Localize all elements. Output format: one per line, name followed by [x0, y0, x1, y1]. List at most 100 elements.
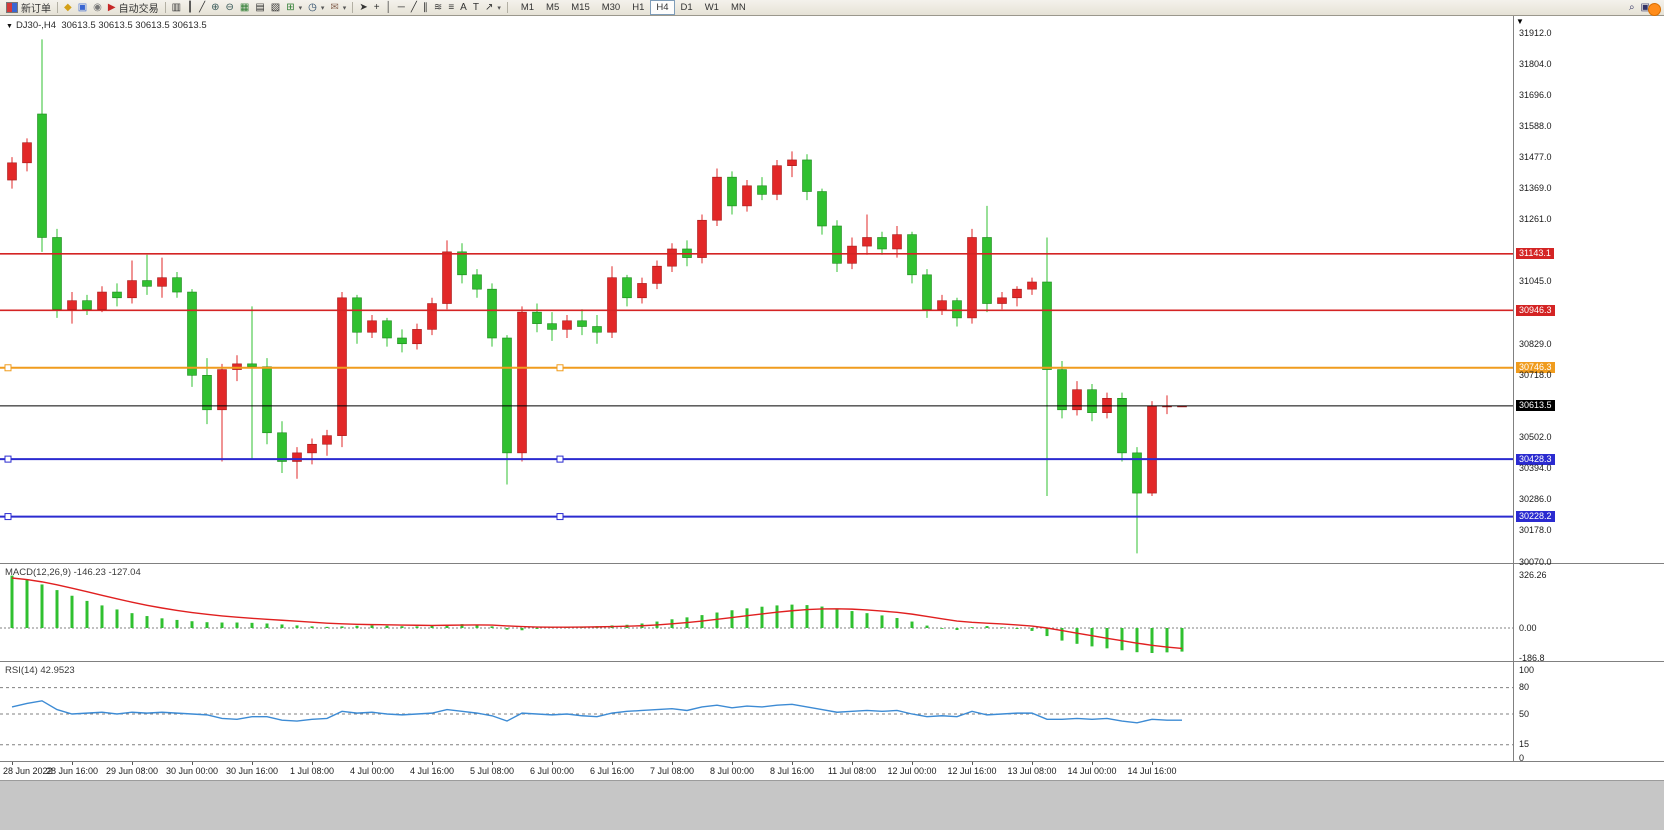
candlestick-chart[interactable] [0, 16, 1513, 563]
auto-scroll-icon: ▤ [255, 1, 265, 13]
time-axis[interactable]: 28 Jun 2022 28 Jun 16:00 29 Jun 08:00 30 Ju… [0, 762, 1664, 780]
price-axis-label: 31696.0 [1519, 89, 1552, 100]
vertical-line-button[interactable]: │ [383, 1, 395, 15]
price-axis-label: 30178.0 [1519, 525, 1552, 536]
price-axis-label: 30502.0 [1519, 432, 1552, 443]
caret-down-icon: ▾ [320, 4, 325, 12]
toolbar-right-group: ⌕ ▣ [1628, 1, 1661, 16]
info-button[interactable]: ◉ [90, 1, 105, 15]
price-axis-label: 31804.0 [1519, 58, 1552, 69]
text-label-icon: T [472, 1, 479, 13]
timeframe-m30[interactable]: M30 [601, 2, 621, 13]
tile-windows-button[interactable]: ▦ [237, 1, 252, 15]
timeframe-h1[interactable]: H1 [632, 2, 645, 13]
timeframe-m15[interactable]: M15 [571, 2, 590, 13]
indicators-button[interactable]: ⊞ ▾ [283, 1, 305, 15]
horizontal-line-button[interactable]: ─ [395, 1, 408, 15]
notification-badge[interactable] [1648, 3, 1661, 16]
periods-button[interactable]: ◷ ▾ [305, 1, 327, 15]
price-axis-label: 31477.0 [1519, 152, 1552, 163]
time-axis-tick [192, 762, 193, 765]
macd-pane [0, 564, 1664, 662]
time-axis-label: 13 Jul 08:00 [1007, 766, 1057, 776]
one-click-trading-collapse-icon[interactable]: ▼ [6, 23, 13, 30]
rsi-chart[interactable] [0, 662, 1513, 761]
time-axis-tick [132, 762, 133, 765]
favorites-button[interactable]: ◆ [61, 1, 75, 15]
time-axis-label: 12 Jul 00:00 [887, 766, 937, 776]
charts-button[interactable]: ▣ [75, 1, 90, 15]
time-axis-tick [1032, 762, 1033, 765]
crosshair-button[interactable]: + [371, 1, 383, 15]
toolbar: 新订单 ◆ ▣ ◉ ▶ 自动交易 ▥ ┃ ╱ ⊕ ⊖ ▦ ▤ ▧ ⊞ ▾ ◷ ▾ ✉… [0, 0, 1664, 16]
bottom-filler [0, 780, 1664, 830]
timeframe-m1[interactable]: M1 [520, 2, 535, 13]
candlestick-chart-button[interactable]: ┃ [184, 1, 196, 15]
trendline-button[interactable]: ╱ [408, 1, 420, 15]
text-button[interactable]: A [457, 1, 470, 15]
templates-button[interactable]: ✉ ▾ [327, 1, 349, 15]
macd-axis-label: 326.26 [1519, 569, 1547, 580]
channel-button[interactable]: ∥ [420, 1, 431, 15]
macd-chart[interactable] [0, 564, 1513, 661]
bar-chart-button[interactable]: ▥ [169, 1, 184, 15]
levels-button[interactable]: ≡ [445, 1, 457, 15]
price-tag-blue: 30228.2 [1516, 511, 1555, 523]
timeframe-d1[interactable]: D1 [680, 2, 693, 13]
rsi-axis-label: 50 [1519, 708, 1530, 719]
toolbar-separator [57, 2, 58, 13]
price-axis-label: 30394.0 [1519, 463, 1552, 474]
fibonacci-icon: ≋ [433, 1, 443, 13]
price-axis-label: 30718.0 [1519, 370, 1552, 381]
price-axis[interactable]: 31912.0 31804.0 31696.0 31588.0 31477.0 31369… [1513, 16, 1664, 763]
macd-axis-label: 0.00 [1519, 622, 1537, 633]
autotrade-button[interactable]: ▶ 自动交易 [105, 1, 162, 16]
time-axis-label: 11 Jul 08:00 [827, 766, 877, 776]
time-axis-tick [1092, 762, 1093, 765]
time-axis-tick [72, 762, 73, 765]
time-axis-tick [1152, 762, 1153, 765]
candlestick-chart-icon: ┃ [187, 1, 194, 13]
new-order-button[interactable]: 新订单 [3, 1, 54, 15]
price-axis-label: 31912.0 [1519, 27, 1552, 38]
time-axis-label: 4 Jul 16:00 [409, 766, 455, 776]
time-axis-tick [252, 762, 253, 765]
search-icon[interactable]: ⌕ [1628, 2, 1635, 13]
zoom-in-button[interactable]: ⊕ [208, 1, 222, 15]
help-icon[interactable]: ▣ [1640, 2, 1650, 13]
text-label-button[interactable]: T [470, 1, 482, 15]
price-tag-black: 30613.5 [1516, 400, 1555, 412]
time-axis-tick [792, 762, 793, 765]
timeframe-w1[interactable]: W1 [704, 2, 719, 13]
price-tag-red: 31143.1 [1516, 248, 1554, 260]
timeframe-m5[interactable]: M5 [546, 2, 560, 13]
arrows-button[interactable]: ↗ ▾ [482, 1, 504, 15]
time-axis-label: 5 Jul 08:00 [469, 766, 515, 776]
time-axis-label: 6 Jul 00:00 [529, 766, 575, 776]
rsi-indicator-label: RSI(14) [5, 665, 38, 676]
ohlc-values: 30613.5 30613.5 30613.5 30613.5 [61, 20, 207, 31]
time-axis-label: 30 Jun 16:00 [225, 766, 279, 776]
line-chart-button[interactable]: ╱ [196, 1, 208, 15]
time-axis-tick [12, 762, 13, 765]
auto-scroll-button[interactable]: ▤ [252, 1, 267, 15]
rsi-axis-label: 100 [1519, 664, 1535, 675]
zoom-out-button[interactable]: ⊖ [223, 1, 237, 15]
line-chart-icon: ╱ [199, 1, 206, 13]
time-axis-tick [372, 762, 373, 765]
price-axis-label: 30286.0 [1519, 494, 1552, 505]
timeframe-h4[interactable]: H4 [650, 0, 675, 15]
rsi-value: 42.9523 [40, 665, 75, 676]
new-order-icon [6, 2, 18, 13]
price-axis-label: 31588.0 [1519, 120, 1552, 131]
levels-icon: ≡ [448, 1, 455, 13]
autotrade-label: 自动交易 [118, 4, 159, 15]
chart-shift-button[interactable]: ▧ [268, 1, 283, 15]
chart-title-row: ▼ DJ30-,H4 30613.5 30613.5 30613.5 30613.… [6, 20, 207, 31]
time-axis-tick [312, 762, 313, 765]
timeframe-mn[interactable]: MN [730, 2, 746, 13]
fibonacci-button[interactable]: ≋ [431, 1, 445, 15]
macd-indicator-label: MACD(12,26,9) [5, 567, 71, 578]
cursor-button[interactable]: ➤ [356, 1, 370, 15]
time-axis-tick [492, 762, 493, 765]
